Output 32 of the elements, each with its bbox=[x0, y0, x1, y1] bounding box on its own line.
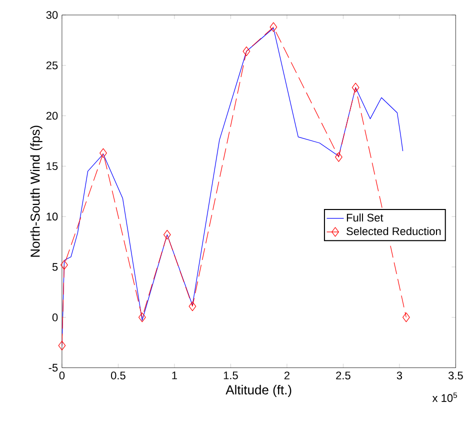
y-tick-label: 15 bbox=[46, 162, 58, 170]
x-tick-label: 3.5 bbox=[448, 372, 463, 380]
y-tick-label: 5 bbox=[52, 263, 58, 271]
y-tick-label: 30 bbox=[46, 11, 58, 20]
point bbox=[242, 46, 250, 56]
point bbox=[163, 230, 171, 240]
y-tick-label: -5 bbox=[48, 364, 58, 372]
x-tick-label: 1.5 bbox=[224, 372, 238, 380]
y-tick-label: 20 bbox=[46, 112, 58, 120]
point bbox=[188, 302, 196, 312]
point bbox=[352, 82, 360, 92]
point bbox=[58, 340, 66, 351]
point bbox=[100, 148, 107, 158]
point bbox=[402, 312, 410, 322]
x-tick-label: 3 bbox=[396, 372, 402, 380]
x-tick-label: 1 bbox=[172, 372, 177, 380]
y-axis-title: North-South Wind (fps) bbox=[30, 126, 42, 257]
x-axis-title: Altitude (ft.) bbox=[226, 385, 292, 398]
legend-label: Full Set bbox=[346, 214, 384, 222]
x-tick-label: 2 bbox=[284, 372, 290, 380]
point bbox=[60, 260, 68, 270]
y-tick-label: 10 bbox=[46, 212, 58, 221]
y-tick-label: 0 bbox=[52, 314, 58, 322]
legend-label: Selected Reduction bbox=[346, 227, 441, 236]
x-tick-label: 0 bbox=[59, 372, 65, 380]
point bbox=[335, 152, 342, 162]
point bbox=[138, 312, 146, 322]
x-tick-label: 2.5 bbox=[336, 372, 350, 380]
x-tick-label: 0.5 bbox=[111, 372, 126, 380]
point bbox=[270, 22, 278, 32]
text: x 10$^{5}$ bbox=[432, 392, 458, 402]
y-tick-label: 25 bbox=[46, 62, 58, 70]
